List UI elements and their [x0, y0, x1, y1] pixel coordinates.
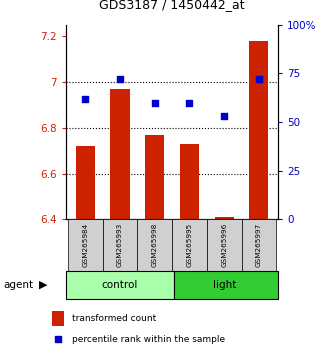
Bar: [174, 271, 278, 299]
Bar: [180, 144, 199, 219]
Bar: [66, 271, 174, 299]
Bar: [249, 41, 268, 219]
Text: GSM265995: GSM265995: [186, 223, 193, 267]
Bar: [76, 146, 95, 219]
Text: GSM265998: GSM265998: [152, 223, 158, 267]
Text: GSM265996: GSM265996: [221, 223, 227, 267]
Bar: [103, 219, 137, 271]
Point: [221, 113, 227, 119]
Point: [56, 337, 61, 342]
Text: GSM265984: GSM265984: [82, 223, 88, 267]
Point: [152, 100, 158, 105]
Point: [187, 100, 192, 105]
Text: agent: agent: [3, 280, 33, 290]
Text: GDS3187 / 1450442_at: GDS3187 / 1450442_at: [99, 0, 245, 11]
Bar: [111, 89, 129, 219]
Bar: [215, 217, 234, 219]
Point: [118, 76, 123, 82]
Point: [83, 96, 88, 102]
Text: percentile rank within the sample: percentile rank within the sample: [72, 335, 226, 344]
Bar: [207, 219, 242, 271]
Bar: [145, 135, 164, 219]
Text: GSM265993: GSM265993: [117, 223, 123, 267]
Text: control: control: [102, 280, 138, 290]
Point: [256, 76, 261, 82]
Bar: [172, 219, 207, 271]
Bar: [137, 219, 172, 271]
Bar: [242, 219, 276, 271]
Bar: [68, 219, 103, 271]
Text: light: light: [213, 280, 236, 290]
Text: ▶: ▶: [39, 280, 47, 290]
Text: GSM265997: GSM265997: [256, 223, 262, 267]
Bar: [52, 311, 65, 326]
Text: transformed count: transformed count: [72, 314, 157, 322]
